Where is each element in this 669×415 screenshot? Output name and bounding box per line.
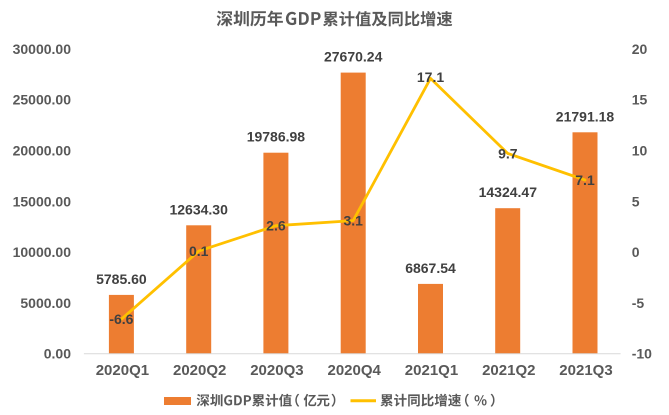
svg-text:2020Q3: 2020Q3 xyxy=(250,362,303,379)
svg-text:-10: -10 xyxy=(632,346,652,362)
svg-text:-5: -5 xyxy=(632,295,645,311)
svg-text:0.00: 0.00 xyxy=(44,346,71,362)
svg-text:15000.00: 15000.00 xyxy=(13,193,72,209)
svg-text:2020Q2: 2020Q2 xyxy=(173,362,226,379)
svg-text:20: 20 xyxy=(632,41,648,57)
svg-text:12634.30: 12634.30 xyxy=(169,201,228,217)
svg-text:2.6: 2.6 xyxy=(266,218,286,234)
svg-text:2021Q2: 2021Q2 xyxy=(482,362,535,379)
svg-text:3.1: 3.1 xyxy=(343,213,363,229)
svg-text:27670.24: 27670.24 xyxy=(324,49,383,65)
svg-text:0: 0 xyxy=(632,244,640,260)
svg-text:2021Q1: 2021Q1 xyxy=(405,362,458,379)
svg-text:2020Q1: 2020Q1 xyxy=(96,362,149,379)
svg-text:30000.00: 30000.00 xyxy=(13,41,72,57)
svg-text:10: 10 xyxy=(632,143,648,159)
svg-text:7.1: 7.1 xyxy=(575,172,595,188)
svg-text:2020Q4: 2020Q4 xyxy=(328,362,382,379)
svg-text:0.1: 0.1 xyxy=(189,243,209,259)
svg-text:21791.18: 21791.18 xyxy=(556,108,615,124)
svg-text:25000.00: 25000.00 xyxy=(13,92,72,108)
svg-text:17.1: 17.1 xyxy=(417,69,444,85)
svg-text:6867.54: 6867.54 xyxy=(405,260,456,276)
svg-text:-6.6: -6.6 xyxy=(109,311,133,327)
svg-text:9.7: 9.7 xyxy=(498,146,518,162)
svg-text:2021Q3: 2021Q3 xyxy=(559,362,612,379)
svg-text:15: 15 xyxy=(632,92,648,108)
svg-text:19786.98: 19786.98 xyxy=(247,129,306,145)
svg-text:10000.00: 10000.00 xyxy=(13,244,72,260)
svg-text:5785.60: 5785.60 xyxy=(96,271,147,287)
svg-text:14324.47: 14324.47 xyxy=(479,184,538,200)
svg-text:5000.00: 5000.00 xyxy=(20,295,71,311)
svg-text:5: 5 xyxy=(632,193,640,209)
svg-text:20000.00: 20000.00 xyxy=(13,143,72,159)
